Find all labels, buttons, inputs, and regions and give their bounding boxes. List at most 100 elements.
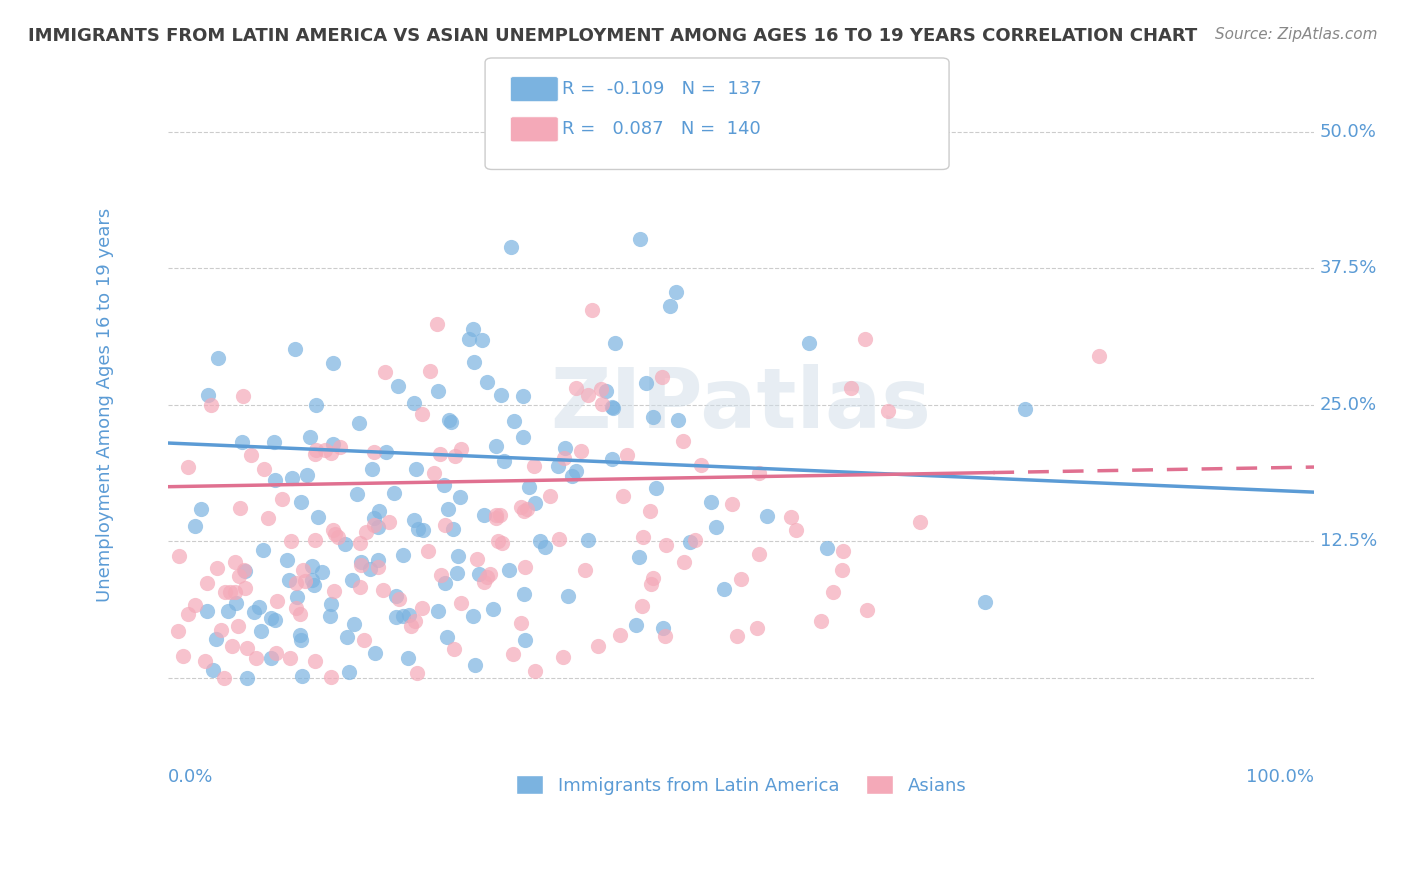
Point — [349, 558, 371, 573]
Point — [638, 504, 661, 518]
Point — [533, 541, 555, 555]
Point — [396, 650, 419, 665]
Point — [853, 333, 876, 347]
Point — [485, 508, 508, 522]
Point — [440, 415, 463, 429]
Point — [367, 559, 389, 574]
Point — [382, 486, 405, 500]
Point — [280, 651, 302, 665]
Point — [297, 468, 319, 483]
Point — [354, 524, 377, 539]
Point — [333, 536, 356, 550]
Point — [485, 439, 508, 453]
Point — [245, 650, 267, 665]
Point — [516, 502, 538, 516]
Point — [419, 364, 441, 378]
Point — [557, 589, 579, 603]
Point — [319, 609, 342, 624]
Point — [574, 563, 596, 577]
Point — [457, 332, 479, 346]
Text: R =  -0.109   N =  137: R = -0.109 N = 137 — [562, 80, 762, 98]
Point — [176, 607, 198, 622]
Point — [449, 490, 471, 504]
Text: 12.5%: 12.5% — [1320, 533, 1376, 550]
Point — [855, 603, 877, 617]
Point — [349, 536, 371, 550]
Point — [207, 351, 229, 365]
Point — [285, 575, 308, 590]
Point — [271, 491, 294, 506]
Point — [529, 534, 551, 549]
Point — [447, 549, 470, 563]
Point — [367, 519, 389, 533]
Point — [319, 670, 342, 684]
Point — [257, 511, 280, 525]
Point — [391, 608, 413, 623]
Point — [264, 646, 287, 660]
Point — [252, 543, 274, 558]
Point — [232, 389, 254, 403]
Point — [517, 480, 540, 494]
Point — [402, 513, 425, 527]
Point — [524, 496, 547, 510]
Point — [194, 654, 217, 668]
Point — [247, 600, 270, 615]
Point — [217, 604, 239, 618]
Point — [748, 466, 770, 480]
Point — [285, 601, 308, 615]
Point — [538, 490, 561, 504]
Point — [226, 619, 249, 633]
Point — [235, 640, 257, 655]
Point — [464, 657, 486, 672]
Point — [263, 434, 285, 449]
Point — [280, 471, 302, 485]
Point — [301, 574, 323, 588]
Point — [502, 648, 524, 662]
Point — [515, 632, 537, 647]
Point — [231, 435, 253, 450]
Point — [360, 461, 382, 475]
Point — [260, 651, 283, 665]
Point — [359, 561, 381, 575]
Point — [444, 449, 467, 463]
Point — [450, 442, 472, 456]
Point — [290, 632, 312, 647]
Point — [388, 591, 411, 606]
Point — [323, 526, 346, 541]
Point — [426, 384, 449, 398]
Text: 50.0%: 50.0% — [1320, 123, 1376, 141]
Point — [363, 517, 385, 532]
Point — [374, 365, 396, 379]
Point — [305, 443, 328, 458]
Point — [349, 580, 371, 594]
Point — [184, 519, 207, 533]
Point — [224, 555, 246, 569]
Point — [416, 543, 439, 558]
Point — [190, 501, 212, 516]
Point — [302, 578, 325, 592]
Point — [588, 639, 610, 653]
Point — [678, 535, 700, 549]
Point — [249, 624, 271, 638]
Point — [437, 501, 460, 516]
Point — [713, 582, 735, 596]
Point — [429, 568, 451, 582]
Point — [565, 381, 588, 395]
Point — [412, 523, 434, 537]
Point — [548, 533, 571, 547]
Point — [322, 437, 344, 451]
Point — [291, 668, 314, 682]
Point — [243, 605, 266, 619]
Point — [839, 380, 862, 394]
Point — [624, 617, 647, 632]
Point — [465, 551, 488, 566]
Point — [329, 440, 352, 454]
Point — [221, 639, 243, 653]
Point — [347, 416, 370, 430]
Point — [233, 581, 256, 595]
Point — [821, 585, 844, 599]
Point — [612, 489, 634, 503]
Point — [655, 538, 678, 552]
Point — [576, 533, 599, 547]
Point — [200, 398, 222, 412]
